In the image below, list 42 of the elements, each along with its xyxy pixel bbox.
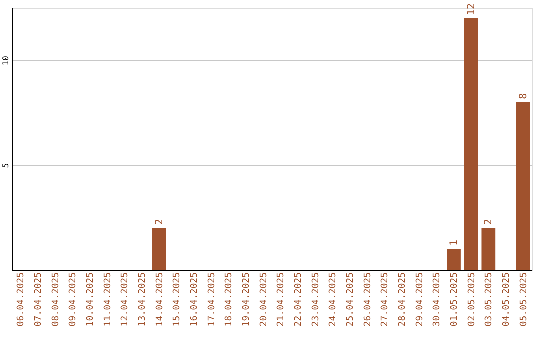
x-tick-label: 03.05.2025 xyxy=(484,272,495,327)
y-tick-label: 10 xyxy=(2,56,10,66)
x-tick-label: 12.04.2025 xyxy=(120,272,131,327)
x-tick-label: 15.04.2025 xyxy=(172,272,183,327)
x-tick-label: 01.05.2025 xyxy=(450,272,460,327)
x-tick-label: 25.04.2025 xyxy=(346,272,356,327)
x-tick-label: 27.04.2025 xyxy=(380,272,391,327)
bar xyxy=(152,228,166,270)
x-tick-label: 14.04.2025 xyxy=(155,272,166,327)
bar xyxy=(516,102,530,270)
data-label: 2 xyxy=(154,219,166,226)
x-tick-label: 13.04.2025 xyxy=(138,272,148,327)
x-tick-label: 08.04.2025 xyxy=(51,272,62,327)
data-label: 8 xyxy=(518,93,530,100)
x-tick-label: 24.04.2025 xyxy=(328,272,339,327)
x-tick-label: 17.04.2025 xyxy=(207,272,218,327)
x-tick-label: 06.04.2025 xyxy=(16,272,27,327)
data-label: 12 xyxy=(466,3,478,16)
data-label: 2 xyxy=(484,219,495,226)
bar xyxy=(464,18,478,270)
x-tick-label: 02.05.2025 xyxy=(467,272,478,327)
x-tick-label: 19.04.2025 xyxy=(242,272,252,327)
x-tick-label: 16.04.2025 xyxy=(190,272,200,327)
x-tick-label: 26.04.2025 xyxy=(363,272,374,327)
x-tick-label: 21.04.2025 xyxy=(276,272,287,327)
x-tick-label: 30.04.2025 xyxy=(432,272,443,327)
x-tick-label: 05.05.2025 xyxy=(519,272,530,327)
data-label: 1 xyxy=(449,240,460,246)
x-tick-label: 22.04.2025 xyxy=(294,272,304,327)
x-tick-label: 09.04.2025 xyxy=(68,272,79,327)
x-tick-label: 18.04.2025 xyxy=(224,272,235,327)
y-tick-label: 5 xyxy=(2,163,10,168)
x-tick-label: 20.04.2025 xyxy=(259,272,270,327)
x-tick-label: 10.04.2025 xyxy=(86,272,96,327)
x-tick-label: 11.04.2025 xyxy=(103,272,114,327)
x-tick-label: 07.04.2025 xyxy=(34,272,44,327)
x-tick-label: 28.04.2025 xyxy=(398,272,408,327)
x-tick-label: 29.04.2025 xyxy=(415,272,426,327)
x-tick-label: 04.05.2025 xyxy=(502,272,512,327)
bar xyxy=(482,228,496,270)
x-tick-label: 23.04.2025 xyxy=(311,272,322,327)
bar xyxy=(447,249,461,270)
